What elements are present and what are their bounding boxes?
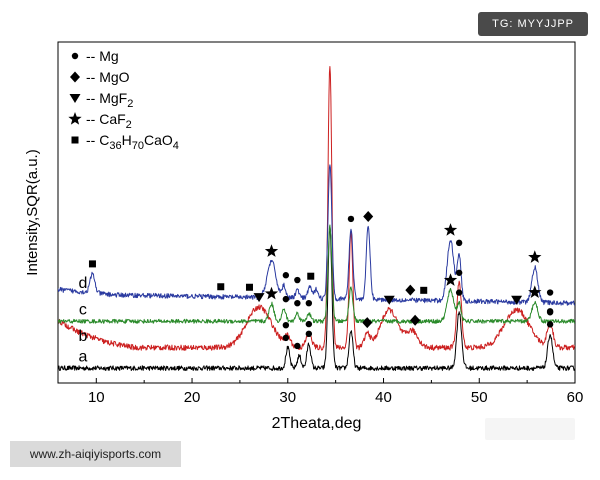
legend-subscript: 4 — [173, 140, 179, 152]
peak-marker-circle — [282, 334, 290, 342]
legend-subscript: 70 — [132, 140, 144, 152]
peak-marker-circle — [282, 295, 290, 303]
legend-marker-diamond — [70, 71, 80, 83]
series-group — [58, 66, 575, 371]
series-label-b: b — [78, 328, 87, 345]
legend-label: -- Mg — [86, 48, 119, 64]
x-tick-label: 40 — [375, 389, 392, 406]
x-tick-label: 50 — [471, 389, 488, 406]
plot-frame — [57, 41, 576, 384]
peak-marker-square — [217, 283, 225, 291]
peak-marker-square — [307, 272, 315, 280]
peak-marker-circle — [546, 321, 554, 328]
peak-marker-circle — [294, 276, 301, 284]
peak-marker-diamond — [363, 211, 374, 223]
legend-subscript: 36 — [109, 140, 121, 152]
peak-marker-circle — [305, 330, 313, 338]
peak-marker-star — [264, 244, 279, 257]
legend-label-text: -- Mg — [86, 48, 119, 64]
legend-marker-square — [71, 136, 79, 144]
peak-marker-star — [443, 273, 458, 286]
peak-marker-triangle-down — [383, 295, 395, 305]
peak-marker-circle — [282, 272, 290, 279]
peak-marker-diamond — [405, 284, 416, 296]
series-line-b — [58, 66, 575, 351]
legend-label-text: -- CaF — [86, 111, 126, 127]
legend-subscript: 2 — [126, 119, 132, 131]
peak-marker-star — [528, 250, 542, 263]
peak-marker-triangle-down — [253, 293, 265, 303]
watermark-badge: TG: MYYJJPP — [478, 12, 588, 36]
peak-marker-circle — [305, 320, 313, 328]
legend-marker-star — [68, 112, 82, 125]
legend-label-text: -- C — [86, 132, 109, 148]
peak-marker-star — [528, 285, 542, 299]
peak-marker-circle — [455, 289, 463, 296]
series-label-c: c — [79, 302, 87, 319]
y-axis-label: Intensity,SQR(a.u.) — [24, 149, 41, 275]
x-tick-label: 60 — [567, 389, 584, 406]
peak-marker-circle — [305, 299, 313, 307]
peak-marker-square — [245, 283, 253, 291]
peak-marker-circle — [294, 299, 301, 307]
peak-marker-diamond — [410, 314, 421, 326]
watermark-url: www.zh-aiqiyisports.com — [10, 441, 181, 467]
legend-subscript: 2 — [127, 98, 133, 110]
peak-marker-circle — [282, 321, 290, 329]
legend-label: -- CaF2 — [86, 111, 132, 131]
faint-watermark-block — [485, 418, 575, 440]
legend-label-part: H — [122, 132, 132, 148]
peak-marker-circle — [294, 342, 301, 350]
x-axis-label: 2Theata,deg — [272, 415, 362, 432]
legend-label-part: CaO — [144, 132, 173, 148]
peak-marker-circle — [455, 269, 463, 276]
peak-marker-circle — [546, 308, 554, 315]
x-tick-label: 10 — [88, 389, 105, 406]
peak-marker-triangle-down — [511, 295, 523, 305]
peak-marker-star — [264, 286, 279, 300]
peak-marker-square — [420, 286, 428, 294]
peak-marker-circle — [347, 215, 355, 223]
x-tick-label: 30 — [279, 389, 296, 406]
legend-label-text: -- MgO — [86, 69, 130, 85]
series-line-a — [58, 225, 575, 371]
legend-label-text: -- MgF — [86, 90, 127, 106]
x-tick-label: 20 — [184, 389, 201, 406]
peak-marker-circle — [455, 239, 463, 247]
legend-marker-circle — [71, 52, 79, 60]
peak-marker-circle — [546, 289, 554, 296]
legend-label: -- MgF2 — [86, 90, 133, 110]
legend-label: -- C36H70CaO4 — [86, 132, 179, 152]
series-label-d: d — [78, 275, 87, 292]
legend-marker-triangle-down — [69, 94, 81, 103]
peak-marker-diamond — [362, 317, 373, 329]
peak-marker-square — [88, 260, 96, 268]
legend-label: -- MgO — [86, 69, 130, 85]
series-line-c — [58, 224, 575, 324]
series-label-a: a — [78, 348, 87, 365]
series-line-d — [58, 164, 575, 306]
peak-marker-star — [443, 223, 458, 236]
